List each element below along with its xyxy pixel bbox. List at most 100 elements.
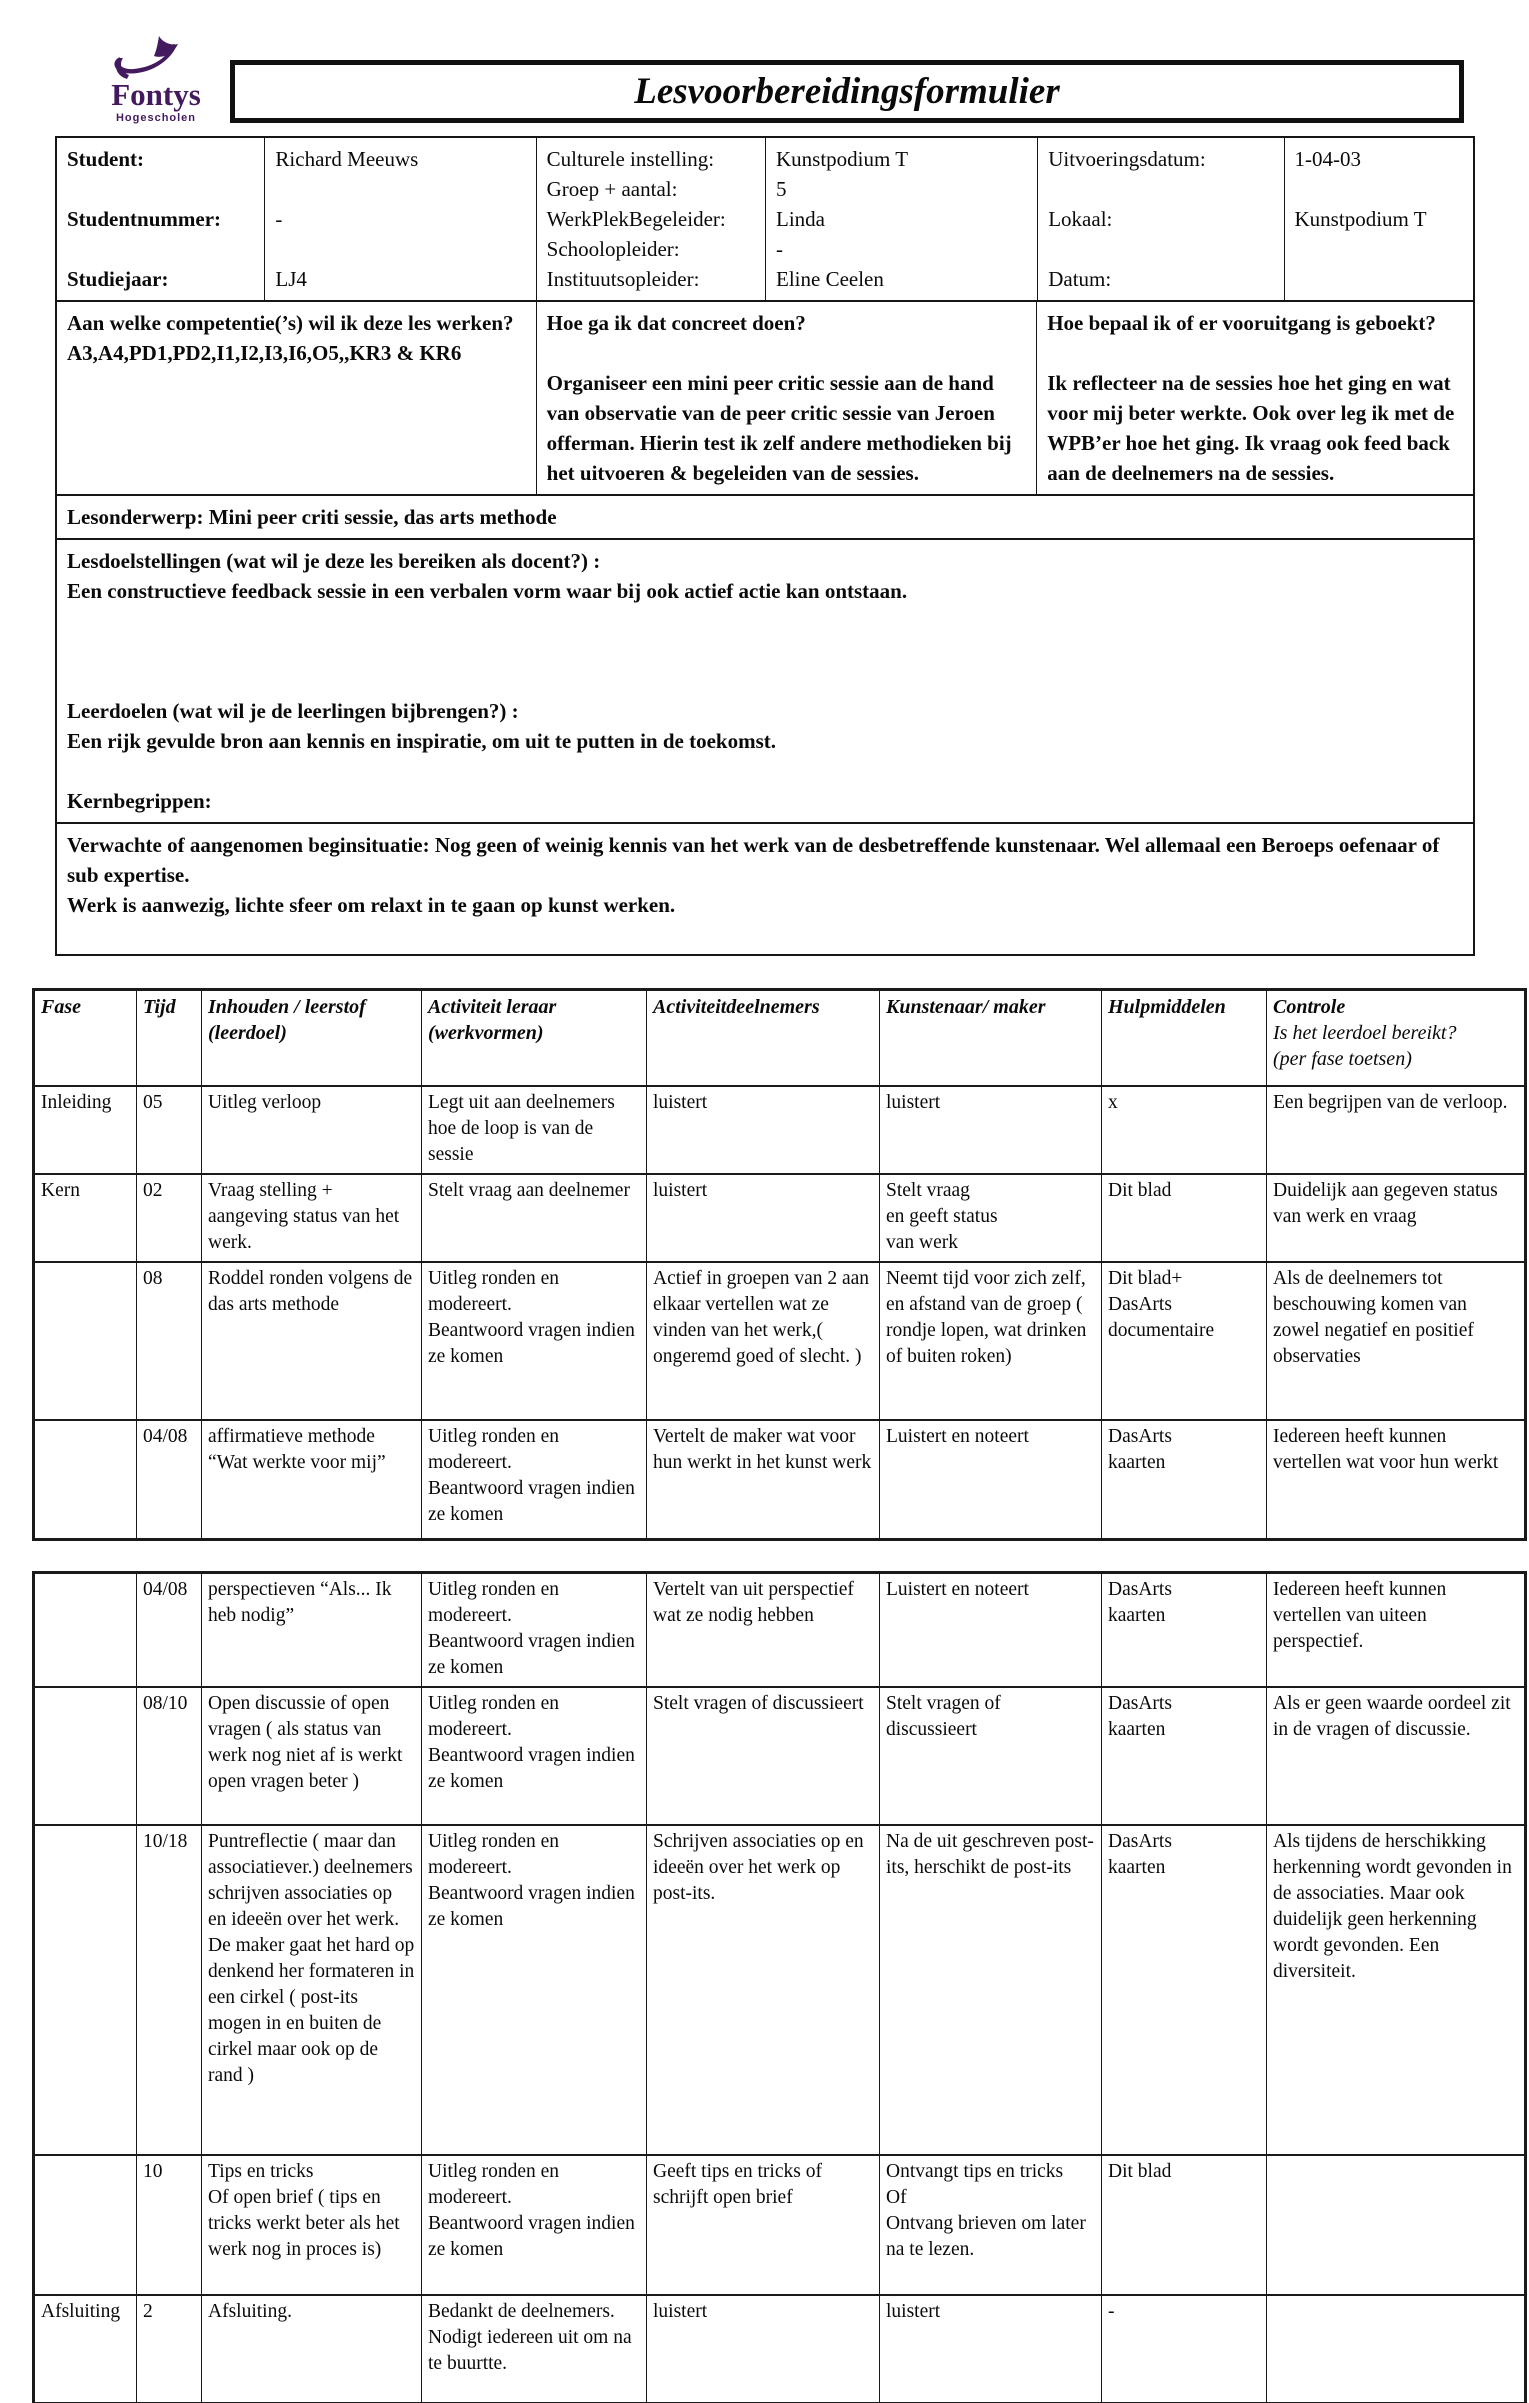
cell-leraar: Legt uit aan deelnemers hoe de loop is v…: [421, 1084, 647, 1175]
starting-situation-cell: Verwachte of aangenomen beginsituatie: N…: [67, 833, 1440, 917]
cell-leraar: Uitleg ronden en modereert. Beantwoord v…: [421, 1824, 647, 2156]
document-header: Fontys Hogescholen Lesvoorbereidingsform…: [0, 0, 1529, 124]
cell-tijd: 04/08: [136, 1418, 202, 1541]
cell-hulpmiddelen: x: [1101, 1084, 1267, 1175]
schedule-table-2: 04/08 perspectieven “Als... Ik heb nodig…: [32, 1571, 1527, 2403]
cell-deelnemers: Actief in groepen van 2 aan elkaar verte…: [646, 1260, 880, 1421]
cell-hulpmiddelen: DasArts kaarten: [1101, 1824, 1267, 2156]
competence-question-cell: Aan welke competentie(’s) wil ik deze le…: [67, 311, 514, 365]
cell-hulpmiddelen: Dit blad: [1101, 2154, 1267, 2296]
cell-fase: [33, 1260, 137, 1421]
header-tijd: Tijd: [136, 988, 202, 1087]
cell-fase: Inleiding: [33, 1084, 137, 1175]
cell-kunstenaar: Neemt tijd voor zich zelf, en afstand va…: [879, 1260, 1102, 1421]
lesson-goals-row: Lesdoelstellingen (wat wil je deze les b…: [57, 538, 1473, 822]
progress-check-cell: Hoe bepaal ik of er vooruitgang is geboe…: [1036, 302, 1473, 494]
cell-inhoud: Roddel ronden volgens de das arts method…: [201, 1260, 422, 1421]
cell-leraar: Uitleg ronden en modereert. Beantwoord v…: [421, 1686, 647, 1826]
cell-controle: Iedereen heeft kunnen vertellen van uite…: [1266, 1571, 1526, 1688]
cell-kunstenaar: Ontvangt tips en tricks Of Ontvang briev…: [879, 2154, 1102, 2296]
table-row: 10 Tips en tricks Of open brief ( tips e…: [33, 2154, 1526, 2296]
header-fase: Fase: [33, 988, 137, 1087]
organisation-labels-cell: Culturele instelling: Groep + aantal: We…: [535, 138, 765, 300]
cell-inhoud: Tips en tricks Of open brief ( tips en t…: [201, 2154, 422, 2296]
competence-row: Aan welke competentie(’s) wil ik deze le…: [57, 300, 1473, 494]
cell-deelnemers: luistert: [646, 2294, 880, 2403]
header-controle-subtitle: Is het leerdoel bereikt? (per fase toets…: [1273, 1022, 1457, 1070]
cell-tijd: 2: [136, 2294, 202, 2403]
cell-controle: Een begrijpen van de verloop.: [1266, 1084, 1526, 1175]
cell-kunstenaar: luistert: [879, 2294, 1102, 2403]
cell-deelnemers: Stelt vragen of discussieert: [646, 1686, 880, 1826]
student-values-cell: Richard Meeuws - LJ4: [264, 138, 535, 300]
cell-inhoud: Vraag stelling + aangeving status van he…: [201, 1172, 422, 1263]
execution-labels-cell: Uitvoeringsdatum: Lokaal: Datum:: [1037, 138, 1283, 300]
cell-tijd: 04/08: [136, 1571, 202, 1688]
cell-controle: Als tijdens de herschikking herkenning w…: [1266, 1824, 1526, 2156]
cell-tijd: 10/18: [136, 1824, 202, 2156]
header-hulpmiddelen: Hulpmiddelen: [1101, 988, 1267, 1087]
cell-fase: [33, 1824, 137, 2156]
cell-controle: Duidelijk aan gegeven status van werk en…: [1266, 1172, 1526, 1263]
cell-deelnemers: Vertelt van uit perspectief wat ze nodig…: [646, 1571, 880, 1688]
header-kunstenaar: Kunstenaar/ maker: [879, 988, 1102, 1087]
cell-kunstenaar: Stelt vragen of discussieert: [879, 1686, 1102, 1826]
schedule-header-row: Fase Tijd Inhouden / leerstof (leerdoel)…: [33, 988, 1526, 1087]
cell-leraar: Uitleg ronden en modereert. Beantwoord v…: [421, 1260, 647, 1421]
cell-leraar: Uitleg ronden en modereert. Beantwoord v…: [421, 1571, 647, 1688]
cell-inhoud: Puntreflectie ( maar dan associatiever.)…: [201, 1824, 422, 2156]
cell-hulpmiddelen: DasArts kaarten: [1101, 1571, 1267, 1688]
cell-leraar: Uitleg ronden en modereert. Beantwoord v…: [421, 2154, 647, 2296]
header-controle: Controle Is het leerdoel bereikt? (per fa…: [1266, 988, 1526, 1087]
execution-values-cell: 1-04-03 Kunstpodium T: [1283, 138, 1473, 300]
cell-tijd: 05: [136, 1084, 202, 1175]
cell-leraar: Uitleg ronden en modereert. Beantwoord v…: [421, 1418, 647, 1541]
cell-controle: Iedereen heeft kunnen vertellen wat voor…: [1266, 1418, 1526, 1541]
table-row: Kern 02 Vraag stelling + aangeving statu…: [33, 1172, 1526, 1263]
starting-situation-row: Verwachte of aangenomen beginsituatie: N…: [57, 822, 1473, 954]
cell-inhoud: perspectieven “Als... Ik heb nodig”: [201, 1571, 422, 1688]
page-title: Lesvoorbereidingsformulier: [634, 71, 1060, 112]
cell-fase: [33, 2154, 137, 2296]
cell-inhoud: Uitleg verloop: [201, 1084, 422, 1175]
cell-tijd: 08/10: [136, 1686, 202, 1826]
cell-inhoud: Afsluiting.: [201, 2294, 422, 2403]
title-box: Lesvoorbereidingsformulier: [230, 60, 1464, 123]
cell-fase: Kern: [33, 1172, 137, 1263]
header-activiteit-leraar: Activiteit leraar (werkvormen): [421, 988, 647, 1087]
cell-fase: [33, 1571, 137, 1688]
cell-controle: Als de deelnemers tot beschouwing komen …: [1266, 1260, 1526, 1421]
cell-hulpmiddelen: DasArts kaarten: [1101, 1418, 1267, 1541]
cell-deelnemers: Schrijven associaties op en ideeën over …: [646, 1824, 880, 2156]
cell-controle: Als er geen waarde oordeel zit in de vra…: [1266, 1686, 1526, 1826]
lesson-goals-cell: Lesdoelstellingen (wat wil je deze les b…: [67, 549, 908, 813]
cell-hulpmiddelen: Dit blad: [1101, 1172, 1267, 1263]
cell-fase: [33, 1686, 137, 1826]
cell-kunstenaar: Luistert en noteert: [879, 1571, 1102, 1688]
cell-controle: [1266, 2154, 1526, 2296]
student-info-row: Student: Studentnummer: Studiejaar: Rich…: [57, 138, 1473, 300]
table-row: 04/08 affirmatieve methode “Wat werkte v…: [33, 1418, 1526, 1541]
fontys-bird-icon: [114, 36, 178, 79]
header-controle-title: Controle: [1273, 996, 1346, 1018]
table-row: Inleiding 05 Uitleg verloop Legt uit aan…: [33, 1084, 1526, 1175]
cell-hulpmiddelen: Dit blad+ DasArts documentaire: [1101, 1260, 1267, 1421]
brand-subtitle: Hogescholen: [115, 112, 197, 124]
cell-tijd: 02: [136, 1172, 202, 1263]
cell-controle: [1266, 2294, 1526, 2403]
table-row: 08/10 Open discussie of open vragen ( al…: [33, 1686, 1526, 1826]
cell-hulpmiddelen: DasArts kaarten: [1101, 1686, 1267, 1826]
cell-deelnemers: Geeft tips en tricks of schrijft open br…: [646, 2154, 880, 2296]
table-row: 04/08 perspectieven “Als... Ik heb nodig…: [33, 1571, 1526, 1688]
cell-fase: [33, 1418, 137, 1541]
cell-kunstenaar: Stelt vraag en geeft status van werk: [879, 1172, 1102, 1263]
cell-fase: Afsluiting: [33, 2294, 137, 2403]
cell-deelnemers: Vertelt de maker wat voor hun werkt in h…: [646, 1418, 880, 1541]
cell-inhoud: affirmatieve methode “Wat werkte voor mi…: [201, 1418, 422, 1541]
cell-leraar: Stelt vraag aan deelnemer: [421, 1172, 647, 1263]
cell-kunstenaar: Luistert en noteert: [879, 1418, 1102, 1541]
cell-inhoud: Open discussie of open vragen ( als stat…: [201, 1686, 422, 1826]
cell-tijd: 08: [136, 1260, 202, 1421]
concrete-plan-cell: Hoe ga ik dat concreet doen? Organiseer …: [535, 302, 1037, 494]
